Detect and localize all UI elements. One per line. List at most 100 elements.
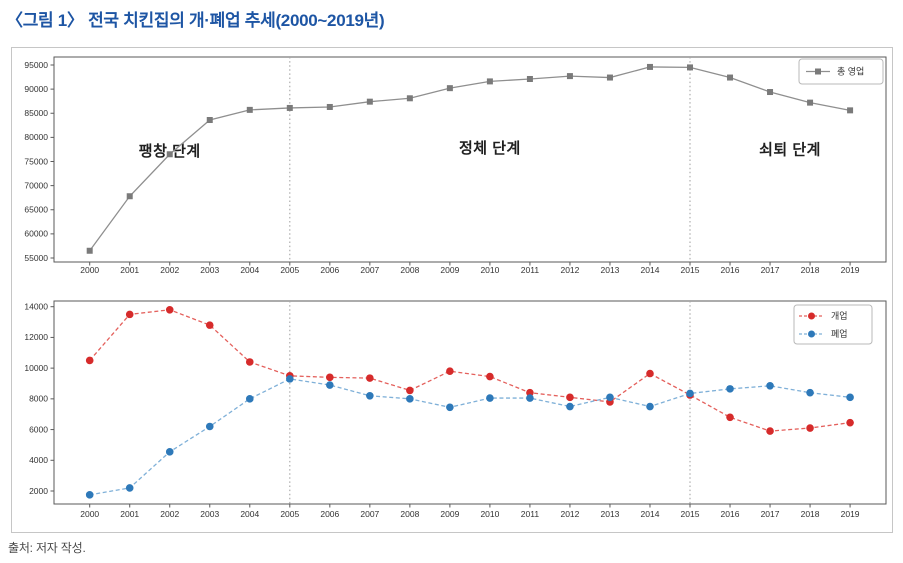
x-tick-label: 2005 [280, 265, 299, 275]
y-tick-label: 10000 [24, 363, 48, 373]
x-tick-label: 2018 [801, 509, 820, 519]
legend-label-operating: 총 영업 [837, 67, 864, 77]
x-tick-label: 2010 [480, 265, 499, 275]
x-tick-label: 2012 [560, 265, 579, 275]
series-line-operating [89, 66, 851, 252]
marker-operating [406, 95, 413, 102]
x-tick-label: 2009 [440, 509, 459, 519]
chart-total-operating: 55000 60000 65000 70000 75000 80000 85000 90000… [24, 56, 887, 275]
axes-frame [53, 56, 887, 263]
marker-operating [486, 78, 493, 85]
y-tick-label: 60000 [24, 229, 48, 239]
x-tick-label: 2014 [641, 265, 660, 275]
marker-open [446, 367, 454, 376]
y-tick-label: 75000 [24, 156, 48, 166]
marker-open [366, 374, 374, 382]
x-tick-label: 2006 [320, 265, 339, 275]
marker-close [446, 403, 454, 412]
y-tick-label: 14000 [24, 302, 48, 312]
phase-label: 정체 단계 [459, 139, 521, 157]
x-tick-label: 2015 [681, 509, 700, 519]
marker-open [486, 372, 494, 381]
marker-operating [646, 63, 653, 70]
series-line-close [89, 378, 851, 496]
x-tick-label: 2005 [280, 509, 299, 519]
y-tick-label: 70000 [24, 180, 48, 190]
x-tick-label: 2011 [521, 265, 540, 275]
marker-operating [606, 74, 613, 81]
marker-close [646, 402, 654, 411]
figure-frame: 55000 60000 65000 70000 75000 80000 85000 90000… [11, 47, 893, 533]
x-tick-label: 2007 [360, 265, 379, 275]
x-tick-label: 2017 [761, 509, 780, 519]
series-line-open [89, 309, 851, 432]
marker-close [806, 388, 814, 397]
x-tick-label: 2019 [841, 265, 860, 275]
marker-close [286, 375, 294, 383]
y-tick-label: 85000 [24, 108, 48, 118]
x-tick-label: 2001 [120, 509, 139, 519]
x-tick-label: 2013 [600, 509, 619, 519]
x-tick-label: 2000 [80, 509, 99, 519]
marker-close [686, 389, 694, 398]
x-tick-label: 2004 [240, 509, 259, 519]
marker-close [85, 491, 94, 499]
y-tick-label: 90000 [24, 84, 48, 94]
phase-label: 쇠퇴 단계 [759, 141, 821, 158]
marker-close [205, 422, 214, 431]
legend-box [798, 58, 884, 85]
marker-operating [526, 75, 533, 82]
x-tick-label: 2011 [521, 509, 540, 519]
marker-operating [86, 247, 93, 254]
y-tick-label: 6000 [29, 424, 48, 434]
figure-title: 〈그림 1〉 전국 치킨집의 개·폐업 추세(2000~2019년) [6, 11, 385, 30]
marker-open [205, 321, 214, 329]
x-tick-label: 2002 [160, 509, 179, 519]
marker-open [566, 393, 574, 402]
marker-operating [326, 103, 333, 110]
x-tick-label: 2000 [80, 265, 99, 275]
marker-open [646, 369, 654, 378]
y-tick-label: 80000 [24, 132, 48, 142]
x-tick-label: 2003 [200, 509, 219, 519]
marker-open [125, 310, 134, 319]
marker-operating [446, 85, 453, 92]
marker-open [85, 356, 94, 365]
x-tick-label: 2019 [841, 509, 860, 519]
x-tick-label: 2015 [681, 265, 700, 275]
x-tick-label: 2003 [200, 265, 219, 275]
marker-operating [727, 74, 734, 81]
x-tick-label: 2004 [240, 265, 259, 275]
x-tick-label: 2009 [440, 265, 459, 275]
legend-label-open: 개업 [831, 311, 848, 321]
y-tick-label: 12000 [24, 332, 48, 342]
x-tick-label: 2017 [761, 265, 780, 275]
y-tick-label: 65000 [24, 205, 48, 215]
x-tick-label: 2002 [160, 265, 179, 275]
x-tick-label: 2001 [120, 265, 139, 275]
y-tick-label: 4000 [29, 455, 48, 465]
marker-close [846, 393, 854, 402]
marker-open [766, 427, 774, 435]
x-tick-label: 2016 [721, 265, 740, 275]
marker-operating [126, 193, 133, 200]
x-tick-label: 2012 [560, 509, 579, 519]
x-tick-label: 2014 [641, 509, 660, 519]
marker-close [566, 402, 574, 411]
marker-close [165, 448, 174, 456]
marker-open [245, 358, 254, 366]
marker-close [766, 381, 774, 390]
marker-operating [206, 117, 213, 124]
marker-operating [687, 64, 693, 71]
marker-close [406, 395, 414, 403]
legend-marker-operating [815, 68, 821, 75]
marker-close [326, 381, 334, 389]
marker-close [245, 395, 254, 403]
marker-operating [166, 151, 173, 158]
marker-operating [767, 89, 774, 96]
marker-operating [246, 106, 253, 113]
legend-marker-close [808, 330, 815, 338]
x-tick-label: 2006 [320, 509, 339, 519]
legend-marker-open [808, 312, 815, 320]
